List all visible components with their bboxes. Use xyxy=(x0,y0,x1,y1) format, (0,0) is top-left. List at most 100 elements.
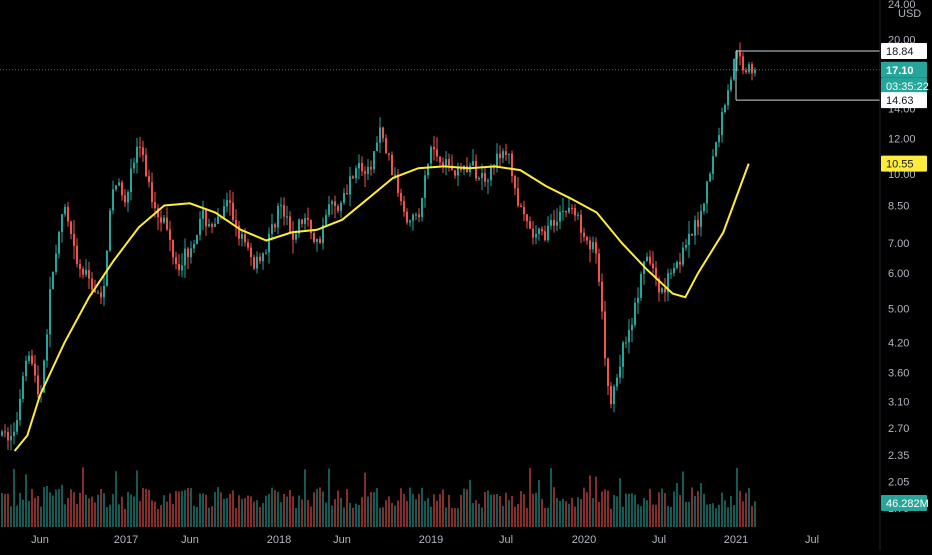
low-price-tag: 14.63 xyxy=(881,92,927,109)
countdown-tag-text: 03:35:22 xyxy=(886,81,929,93)
volume-bar xyxy=(631,493,633,527)
candle-body xyxy=(61,214,63,232)
volume-bar xyxy=(136,470,138,527)
volume-bar xyxy=(550,468,552,527)
candle-body xyxy=(4,431,6,433)
volume-bar xyxy=(556,498,558,527)
candle-body xyxy=(370,167,372,170)
candle-body xyxy=(493,167,495,169)
candle-body xyxy=(511,153,513,177)
candle-body xyxy=(613,386,615,405)
candle-body xyxy=(736,51,738,59)
volume-bar xyxy=(424,501,426,527)
volume-bar xyxy=(271,487,273,527)
candle-body xyxy=(526,214,528,222)
candle-body xyxy=(277,205,279,228)
volume-bar xyxy=(283,494,285,527)
volume-bar xyxy=(487,490,489,527)
candle-body xyxy=(640,274,642,298)
candle-body xyxy=(385,138,387,154)
volume-bar xyxy=(40,506,42,527)
candle-body xyxy=(598,253,600,282)
candle-body xyxy=(571,207,573,209)
volume-bar xyxy=(10,506,12,527)
volume-bar xyxy=(88,498,90,527)
volume-bar xyxy=(499,496,501,527)
candle-body xyxy=(316,238,318,242)
volume-bar xyxy=(562,498,564,527)
candle-body xyxy=(154,202,156,209)
volume-bar xyxy=(208,507,210,527)
volume-bar xyxy=(754,501,756,527)
price-tick-label: 10.00 xyxy=(888,169,916,181)
candle-body xyxy=(352,176,354,179)
candle-body xyxy=(733,58,735,80)
price-tick-label: 5.00 xyxy=(888,304,909,316)
time-axis[interactable]: Jun 2017 Jun 2018 Jun 2019 Jul 2020 Jul 2021 Jul xyxy=(31,534,819,546)
volume-bar xyxy=(649,488,651,527)
volume-bar xyxy=(580,499,582,527)
candle-body xyxy=(658,278,660,293)
candle-body xyxy=(484,173,486,182)
volume-bar xyxy=(262,502,264,527)
volume-bar xyxy=(664,493,666,527)
candle-body xyxy=(217,216,219,224)
volume-bar xyxy=(400,488,402,527)
candle-body xyxy=(235,219,237,226)
volume-bar xyxy=(643,498,645,527)
candle-body xyxy=(274,224,276,228)
volume-bar xyxy=(427,498,429,527)
candle-body xyxy=(250,247,252,258)
candle-body xyxy=(247,242,249,248)
price-tick-label: 8.50 xyxy=(888,201,909,213)
candle-body xyxy=(166,217,168,230)
volume-bar xyxy=(394,505,396,527)
last-price-tag-bg xyxy=(881,61,927,78)
volume-bar xyxy=(454,508,456,527)
volume-bar xyxy=(637,504,639,527)
candle-body xyxy=(709,173,711,182)
candle-body xyxy=(118,182,120,186)
price-tick-label: 7.00 xyxy=(888,238,909,250)
candle-body xyxy=(628,330,630,343)
candle-body xyxy=(661,288,663,293)
candle-body xyxy=(214,223,216,227)
volume-bar xyxy=(583,487,585,527)
volume-bar xyxy=(679,495,681,527)
volume-bar xyxy=(181,490,183,527)
candle-body xyxy=(664,288,666,293)
volume-bar xyxy=(460,494,462,527)
volume-bar xyxy=(718,504,720,527)
candle-body xyxy=(754,69,756,74)
candle-body xyxy=(148,176,150,183)
candle-body xyxy=(70,221,72,235)
volume-bar xyxy=(217,487,219,527)
candle-body xyxy=(406,211,408,223)
candle-body xyxy=(76,245,78,265)
candle-body xyxy=(577,214,579,216)
volume-bar xyxy=(706,504,708,527)
candle-body xyxy=(238,225,240,239)
volume-bar xyxy=(1,492,3,527)
volume-bar xyxy=(130,494,132,527)
volume-bar xyxy=(307,500,309,527)
volume-bar xyxy=(70,489,72,527)
currency-label[interactable]: USD xyxy=(898,8,921,20)
volume-bar xyxy=(46,485,48,527)
volume-bar xyxy=(43,487,45,527)
candle-body xyxy=(433,146,435,150)
volume-bar xyxy=(421,487,423,527)
low-price-tag-bg xyxy=(881,92,927,109)
candle-body xyxy=(424,175,426,198)
volume-bar xyxy=(745,492,747,527)
candle-body xyxy=(454,170,456,176)
volume-bar xyxy=(388,496,390,527)
candle-body xyxy=(742,56,744,71)
volume-bars xyxy=(1,467,756,527)
candle-body xyxy=(559,211,561,222)
candle-body xyxy=(679,261,681,265)
candle-body xyxy=(178,263,180,271)
volume-bar xyxy=(79,492,81,527)
volume-bar xyxy=(226,498,228,527)
